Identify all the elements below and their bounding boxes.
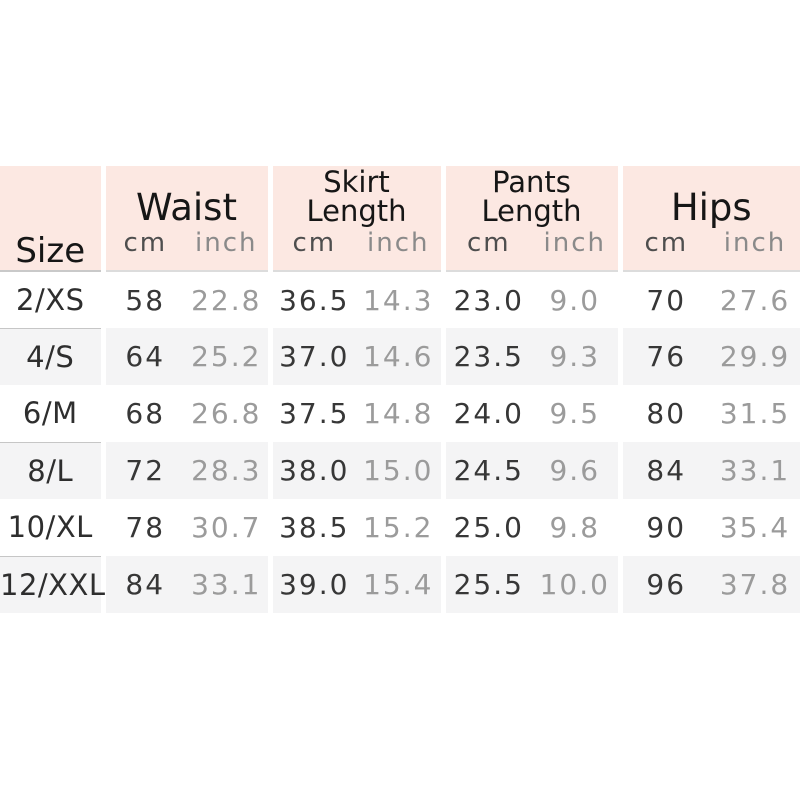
value-skirt-inch: 15.4 [363,568,434,601]
value-pants-inch: 9.0 [549,283,601,317]
value-hips-cm: 80 [617,385,710,442]
unit-header-hips-cm: cm [617,228,710,272]
value-waist-inch: 26.8 [191,397,262,430]
value-hips-cm: 70 [617,271,710,328]
table-row-8l: 8/L 72 28.3 38.0 15.0 24.5 9.6 84 33.1 [0,442,800,499]
value-waist-inch: 33.1 [191,568,262,601]
column-header-pants-length: Pants Length [440,166,620,228]
value-pants-cm: 24.5 [440,442,532,499]
value-skirt-cm: 37.5 [267,385,356,442]
value-skirt-cm: 38.5 [267,499,356,556]
value-waist-cm: 84 [100,556,185,613]
value-hips-inch: 27.6 [719,283,791,317]
unit-header-skirt-cm: cm [267,228,356,272]
value-hips-cm: 84 [617,442,710,499]
unit-header-pants-inch: inch [532,228,620,272]
value-pants-cm: 23.5 [440,328,532,385]
unit-header-row: cm inch cm inch cm inch cm inch [0,228,800,272]
value-skirt-inch: 15.0 [363,454,434,487]
group-header-row: Size Waist Skirt Length Pants Length Hip… [0,166,800,272]
table-row-4s: 4/S 64 25.2 37.0 14.6 23.5 9.3 76 29.9 [0,328,800,385]
unit-header-waist-inch: inch [185,228,270,272]
value-pants-inch: 10.0 [539,568,610,601]
size-label: 4/S [26,339,75,374]
value-waist-cm: 78 [100,499,185,556]
value-hips-cm: 90 [617,499,710,556]
value-pants-inch: 9.6 [549,454,601,487]
column-header-size: Size [0,166,103,272]
unit-header-waist-cm: cm [100,228,185,272]
value-pants-inch: 9.3 [549,340,601,373]
value-hips-cm: 96 [617,556,710,613]
size-label: 8/L [27,453,74,488]
value-waist-inch: 30.7 [191,511,262,544]
value-skirt-cm: 36.5 [267,271,356,328]
value-waist-inch: 25.2 [191,340,262,373]
table-row-2xs: 2/XS 58 22.8 36.5 14.3 23.0 9.0 70 27.6 [0,271,800,329]
unit-header-hips-inch: inch [710,228,800,272]
column-header-hips: Hips [617,166,800,228]
column-header-waist: Waist [100,166,270,228]
value-skirt-inch: 14.6 [363,340,434,373]
value-skirt-inch: 14.3 [363,283,434,317]
size-label: 6/M [0,385,103,443]
value-pants-cm: 25.5 [440,556,532,613]
value-hips-inch: 35.4 [719,511,791,544]
unit-header-skirt-inch: inch [356,228,443,272]
value-hips-cm: 76 [617,328,710,385]
value-hips-inch: 33.1 [719,454,791,487]
value-skirt-cm: 39.0 [267,556,356,613]
value-waist-cm: 58 [100,271,185,328]
value-waist-inch: 28.3 [191,454,262,487]
value-skirt-cm: 37.0 [267,328,356,385]
value-hips-inch: 37.8 [719,568,791,601]
value-waist-cm: 68 [100,385,185,442]
value-skirt-cm: 38.0 [267,442,356,499]
value-pants-inch: 9.5 [549,397,601,430]
table-row-6m: 6/M 68 26.8 37.5 14.8 24.0 9.5 80 31.5 [0,385,800,443]
value-pants-inch: 9.8 [549,511,601,544]
size-chart-table: Size Waist Skirt Length Pants Length Hip… [0,166,800,613]
value-waist-inch: 22.8 [191,283,262,317]
column-header-skirt-length: Skirt Length [267,166,443,228]
size-label: 10/XL [0,499,103,557]
size-label: 12/XXL [0,567,106,602]
value-pants-cm: 25.0 [440,499,532,556]
value-skirt-inch: 15.2 [363,511,434,544]
value-waist-cm: 64 [100,328,185,385]
value-waist-cm: 72 [100,442,185,499]
unit-header-pants-cm: cm [440,228,532,272]
value-skirt-inch: 14.8 [363,397,434,430]
value-hips-inch: 29.9 [719,340,791,373]
table-row-10xl: 10/XL 78 30.7 38.5 15.2 25.0 9.8 90 35.4 [0,499,800,557]
value-hips-inch: 31.5 [719,397,791,430]
size-label: 2/XS [0,271,103,329]
value-pants-cm: 23.0 [440,271,532,328]
value-pants-cm: 24.0 [440,385,532,442]
table-row-12xxl: 12/XXL 84 33.1 39.0 15.4 25.5 10.0 96 37… [0,556,800,613]
